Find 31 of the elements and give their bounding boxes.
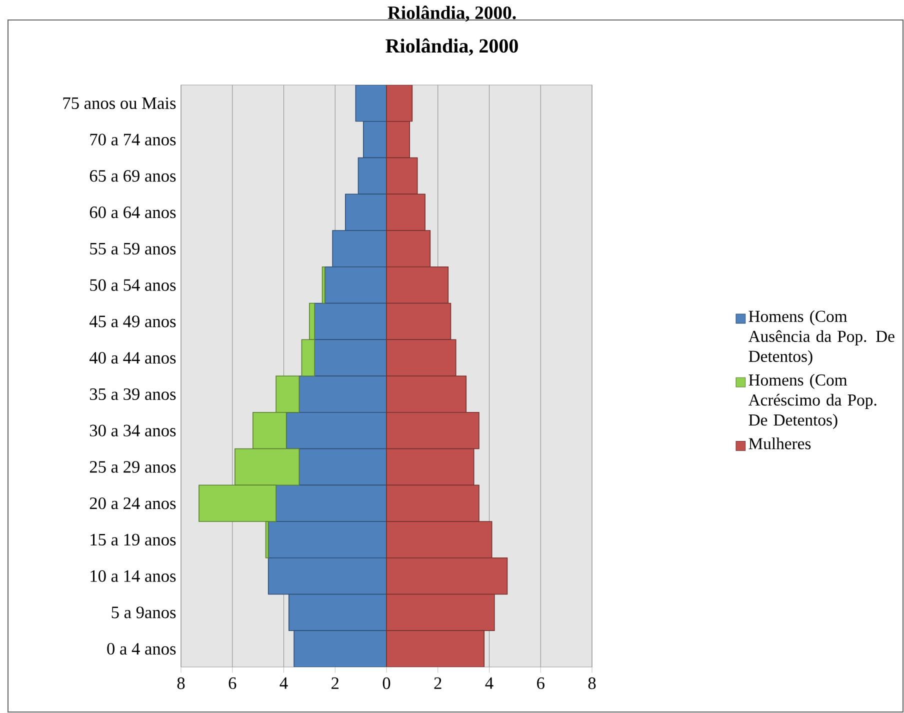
x-tick-label: 2 [434, 677, 442, 689]
y-tick-label: 75 anos ou Mais [63, 97, 176, 110]
x-tick-label: 2 [332, 677, 339, 689]
y-tick-label: 45 a 49 anos [89, 316, 176, 328]
x-tick-label: 6 [228, 677, 236, 690]
y-tick-label: 25 a 29 anos [90, 461, 176, 473]
y-tick-label: 55 a 59 anos [90, 242, 176, 255]
y-tick-label: 20 a 24 anos [90, 497, 176, 510]
y-tick-label: 60 a 64 anos [90, 206, 176, 218]
y-tick-label: 0 a 4 anos [107, 642, 176, 655]
chart-title: Riolândia, 2000 [386, 38, 518, 56]
text: Riolândia, 2000. [388, 6, 516, 22]
y-tick-label: 70 a 74 anos [90, 134, 176, 146]
y-tick-label: 30 a 34 anos [90, 424, 176, 436]
legend-label: Homens (Com Ausência da Pop. De Detentos) [748, 310, 894, 366]
y-tick-label: 5 a 9anos [112, 606, 176, 618]
bar [322, 266, 326, 304]
y-tick-label: 35 a 39 anos [90, 388, 176, 400]
y-tick-label: 65 a 69 anos [90, 170, 176, 182]
x-tick-label: 8 [588, 677, 596, 690]
legend-label: Mulheres [748, 438, 811, 450]
y-tick-label: 15 a 19 anos [90, 534, 176, 546]
x-tick-label: 6 [537, 677, 544, 690]
x-tick-label: 4 [280, 677, 288, 689]
x-tick-label: 0 [382, 677, 390, 690]
x-tick-label: 8 [177, 677, 185, 690]
x-tick-label: 4 [485, 677, 494, 689]
y-tick-label: 50 a 54 anos [90, 279, 176, 291]
legend-label: Homens (Com Acréscimo da Pop. De Detentos) [748, 374, 876, 430]
y-tick-label: 40 a 44 anos [89, 352, 176, 364]
y-tick-label: 10 a 14 anos [90, 570, 176, 582]
